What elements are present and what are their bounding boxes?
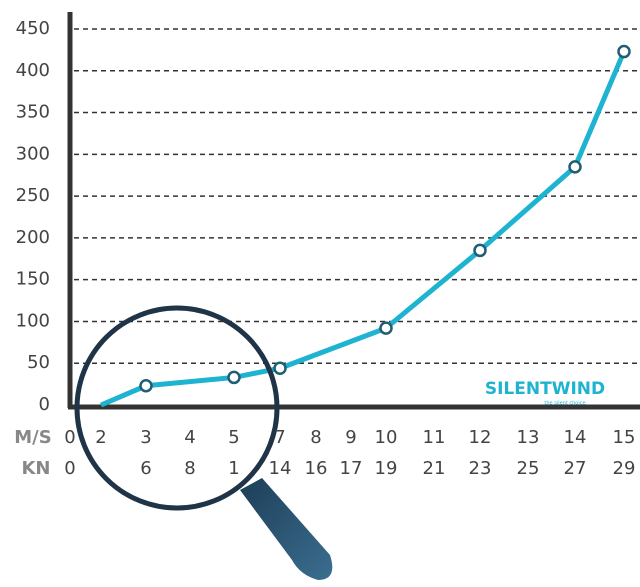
x-row-label: M/S [14, 427, 51, 448]
point [473, 243, 487, 258]
point [617, 44, 631, 59]
y-tick-label: 400 [16, 60, 50, 81]
y-tick-label: 300 [16, 143, 50, 164]
x2-tick-label: 23 [469, 458, 492, 479]
plot [100, 44, 631, 408]
x-tick-label: 2 [95, 427, 106, 448]
x2-tick-label: 19 [375, 458, 398, 479]
x2-tick-label: 25 [517, 458, 540, 479]
x-tick-label: 12 [469, 427, 492, 448]
x2-tick-label: 17 [340, 458, 363, 479]
x-tick-label: 3 [140, 427, 151, 448]
x-tick-label: 10 [375, 427, 398, 448]
y-tick-label: 450 [16, 18, 50, 39]
x2-tick-label: 21 [423, 458, 446, 479]
x2-tick-label: 6 [140, 458, 151, 479]
x-tick-label: 0 [64, 427, 75, 448]
y-tick-label: 50 [27, 352, 50, 373]
x2-tick-label: 29 [613, 458, 636, 479]
x2-tick-label: 0 [64, 458, 75, 479]
x-tick-label: 14 [564, 427, 587, 448]
y-tick-label: 100 [16, 310, 50, 331]
y-tick-label: 250 [16, 185, 50, 206]
logo: SILENTWIND [485, 379, 605, 399]
y-tick-label: 150 [16, 269, 50, 290]
x-tick-label: 8 [310, 427, 321, 448]
x-tick-label: 15 [613, 427, 636, 448]
x2-row-label: KN [21, 458, 50, 479]
x-tick-label: 5 [228, 427, 239, 448]
magnifier [74, 305, 333, 580]
point [227, 370, 241, 385]
x2-tick-label: 14 [269, 458, 292, 479]
point [568, 160, 582, 174]
y-tick-label: 350 [16, 102, 50, 123]
y-tick-label: 0 [39, 394, 50, 415]
x2-tick-label: 8 [184, 458, 195, 479]
logo-tagline: the silent choice [544, 401, 585, 407]
x2-tick-label: 27 [564, 458, 587, 479]
x-tick-label: 7 [274, 427, 285, 448]
point [379, 321, 393, 335]
x-tick-label: 13 [517, 427, 540, 448]
grid [74, 28, 640, 364]
x2-tick-label: 1 [228, 458, 239, 479]
x-tick-label: 11 [423, 427, 446, 448]
point [139, 379, 153, 393]
point [273, 361, 287, 375]
x2-tick-label: 16 [305, 458, 328, 479]
x-tick-label: 4 [184, 427, 195, 448]
y-tick-label: 200 [16, 227, 50, 248]
line [100, 50, 627, 408]
x-tick-label: 9 [345, 427, 356, 448]
